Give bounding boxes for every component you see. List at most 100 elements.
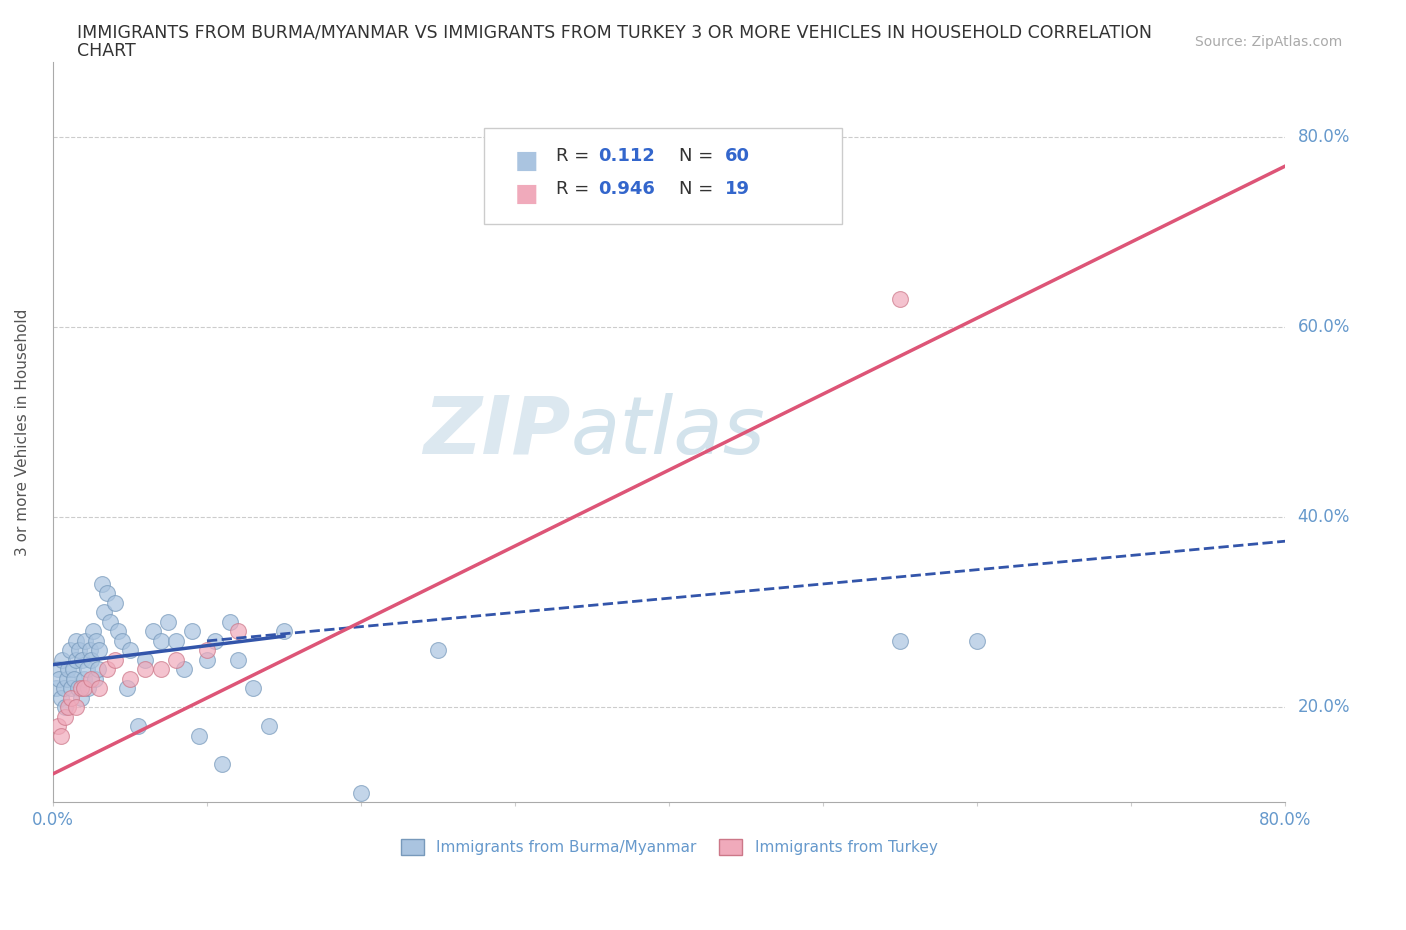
- Point: [96, 586, 118, 601]
- Text: atlas: atlas: [571, 393, 765, 471]
- Y-axis label: 3 or more Vehicles in Household: 3 or more Vehicles in Household: [15, 308, 30, 555]
- Point: [204, 633, 226, 648]
- Point: [134, 653, 156, 668]
- Point: [226, 653, 249, 668]
- Point: [273, 624, 295, 639]
- Text: CHART: CHART: [77, 42, 136, 60]
- Point: [53, 700, 76, 715]
- Point: [93, 605, 115, 620]
- Point: [82, 624, 104, 639]
- Point: [257, 719, 280, 734]
- Point: [111, 633, 134, 648]
- Text: ZIP: ZIP: [423, 393, 571, 471]
- Point: [118, 643, 141, 658]
- Point: [58, 700, 80, 715]
- Point: [89, 681, 111, 696]
- Point: [219, 615, 242, 630]
- Text: 0.112: 0.112: [598, 147, 655, 165]
- Point: [103, 595, 125, 610]
- Point: [173, 662, 195, 677]
- Point: [51, 653, 73, 668]
- Point: [79, 643, 101, 658]
- Text: 19: 19: [724, 180, 749, 198]
- Text: 80.0%: 80.0%: [1298, 128, 1350, 147]
- Point: [69, 681, 91, 696]
- Point: [66, 681, 89, 696]
- Text: 20.0%: 20.0%: [1298, 698, 1350, 716]
- Text: 0.946: 0.946: [598, 180, 655, 198]
- Point: [45, 681, 67, 696]
- Point: [115, 681, 138, 696]
- Text: IMMIGRANTS FROM BURMA/MYANMAR VS IMMIGRANTS FROM TURKEY 3 OR MORE VEHICLES IN HO: IMMIGRANTS FROM BURMA/MYANMAR VS IMMIGRA…: [77, 23, 1153, 41]
- Text: 60: 60: [724, 147, 749, 165]
- Point: [195, 653, 218, 668]
- Point: [69, 690, 91, 705]
- Text: R =: R =: [555, 180, 589, 198]
- Legend: Immigrants from Burma/Myanmar, Immigrants from Turkey: Immigrants from Burma/Myanmar, Immigrant…: [395, 833, 943, 861]
- Point: [67, 643, 90, 658]
- Point: [98, 615, 121, 630]
- Text: Source: ZipAtlas.com: Source: ZipAtlas.com: [1195, 35, 1343, 49]
- Point: [60, 681, 83, 696]
- Text: ■: ■: [515, 149, 538, 173]
- Point: [180, 624, 202, 639]
- Point: [62, 662, 84, 677]
- Text: 60.0%: 60.0%: [1298, 318, 1350, 337]
- Point: [70, 653, 93, 668]
- Point: [65, 653, 87, 668]
- Point: [165, 653, 187, 668]
- Point: [96, 662, 118, 677]
- Point: [165, 633, 187, 648]
- Point: [127, 719, 149, 734]
- Point: [76, 662, 98, 677]
- Point: [65, 700, 87, 715]
- Point: [55, 671, 77, 686]
- Text: N =: N =: [679, 147, 713, 165]
- Point: [48, 671, 70, 686]
- Point: [966, 633, 988, 648]
- Point: [84, 633, 107, 648]
- Point: [80, 671, 103, 686]
- Point: [195, 643, 218, 658]
- Point: [60, 690, 83, 705]
- Point: [107, 624, 129, 639]
- Point: [49, 728, 72, 743]
- Point: [134, 662, 156, 677]
- Point: [91, 577, 114, 591]
- Point: [58, 662, 80, 677]
- Text: N =: N =: [679, 180, 713, 198]
- Point: [149, 662, 172, 677]
- Point: [889, 633, 911, 648]
- FancyBboxPatch shape: [484, 128, 842, 224]
- Point: [73, 681, 96, 696]
- Point: [65, 633, 87, 648]
- Text: ■: ■: [515, 182, 538, 206]
- Point: [53, 710, 76, 724]
- Point: [77, 681, 100, 696]
- Point: [59, 643, 82, 658]
- Point: [49, 690, 72, 705]
- Point: [86, 662, 108, 677]
- Point: [427, 643, 450, 658]
- Point: [350, 786, 373, 801]
- Point: [242, 681, 264, 696]
- Point: [103, 653, 125, 668]
- Point: [46, 719, 69, 734]
- Text: 40.0%: 40.0%: [1298, 509, 1350, 526]
- Point: [188, 728, 211, 743]
- Point: [73, 671, 96, 686]
- Point: [226, 624, 249, 639]
- Text: R =: R =: [555, 147, 589, 165]
- Point: [157, 615, 180, 630]
- Point: [80, 653, 103, 668]
- Point: [52, 681, 75, 696]
- Point: [89, 643, 111, 658]
- Point: [118, 671, 141, 686]
- Point: [46, 662, 69, 677]
- Point: [211, 757, 233, 772]
- Point: [149, 633, 172, 648]
- Point: [142, 624, 165, 639]
- Point: [889, 291, 911, 306]
- Point: [83, 671, 105, 686]
- Point: [75, 633, 97, 648]
